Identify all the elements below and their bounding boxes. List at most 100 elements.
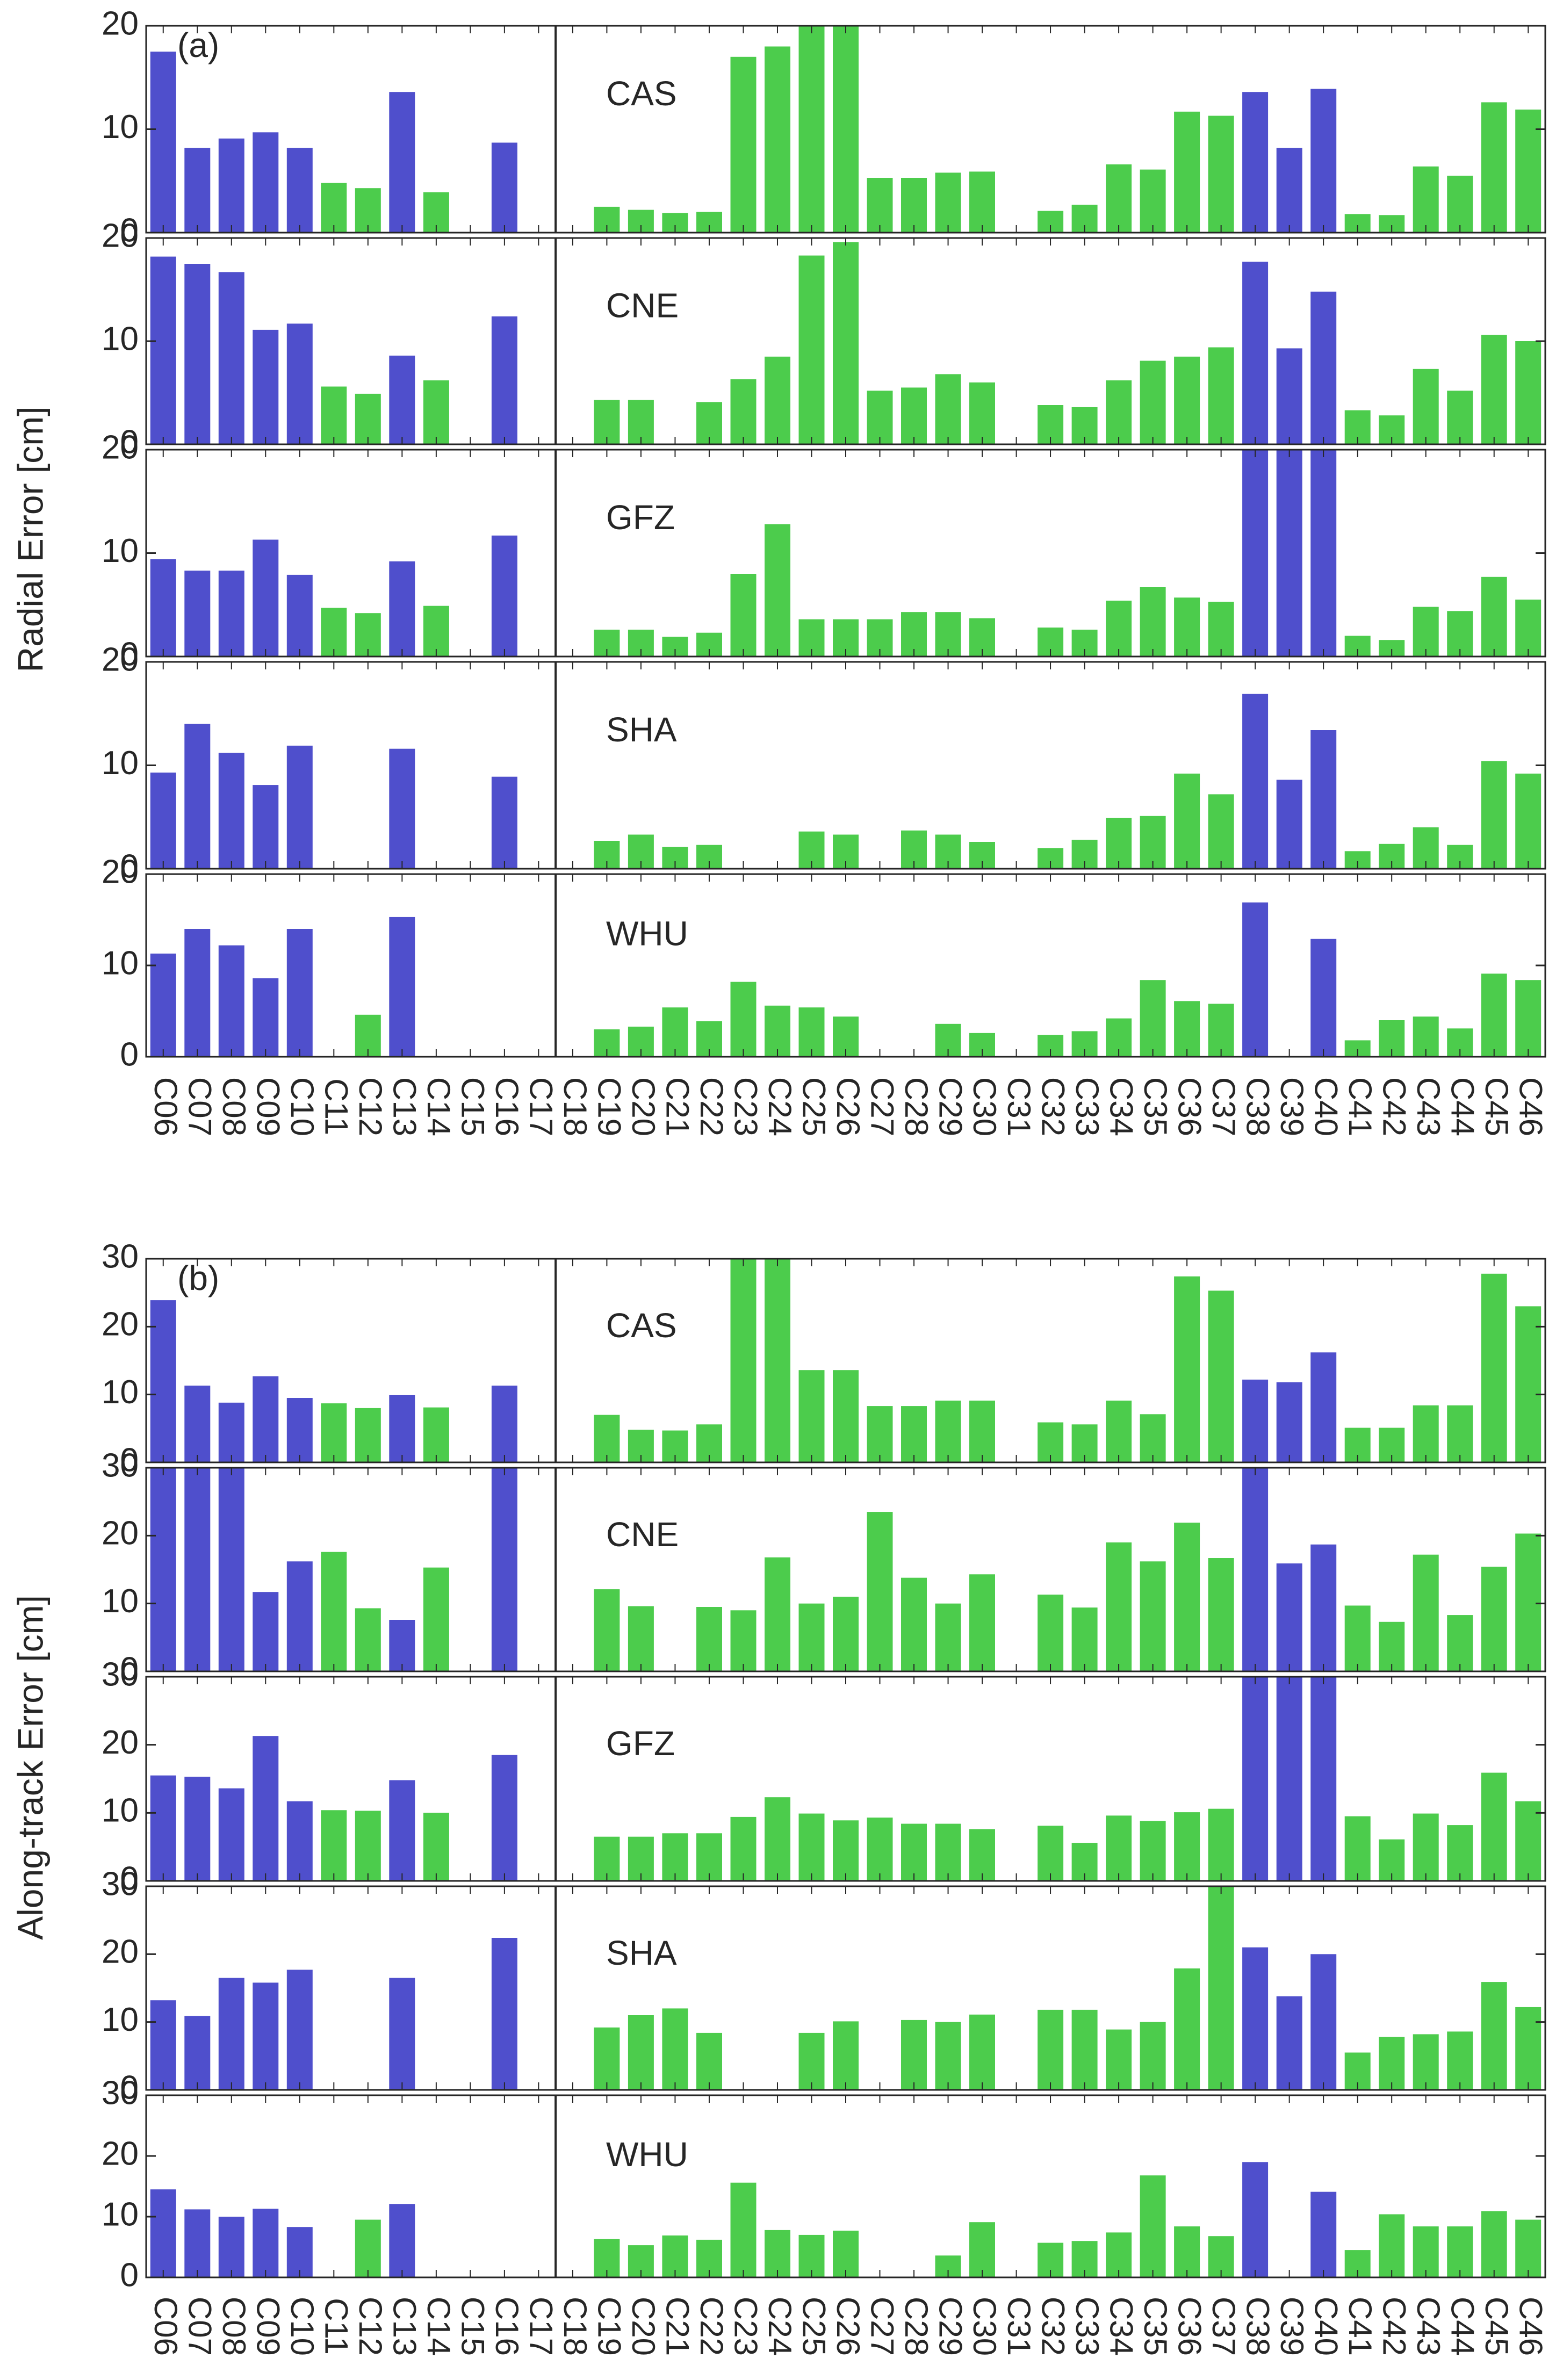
series-label-cas: CAS bbox=[606, 1306, 677, 1345]
x-tick-label-c32: C32 bbox=[1035, 1077, 1071, 1136]
bar-sha-c46 bbox=[1515, 2007, 1542, 2090]
bar-cas-c39 bbox=[1276, 1382, 1302, 1462]
bar-sha-c45 bbox=[1481, 761, 1507, 869]
bar-gfz-c39 bbox=[1276, 450, 1302, 657]
bar-cas-c28 bbox=[901, 178, 927, 233]
x-tick-label-c41: C41 bbox=[1342, 1077, 1378, 1136]
bar-cne-c26 bbox=[833, 1597, 859, 1671]
bar-sha-c40 bbox=[1310, 1954, 1337, 2090]
x-tick-label-c10: C10 bbox=[284, 2297, 320, 2356]
panel-gfz: 0 10 20 GFZ bbox=[102, 429, 1546, 673]
bar-whu-c12 bbox=[355, 2219, 381, 2277]
bar-sha-c42 bbox=[1379, 2037, 1405, 2090]
y-axis-label: Radial Error [cm] bbox=[10, 406, 50, 672]
bar-whu-c23 bbox=[730, 2182, 757, 2277]
x-tick-label-c39: C39 bbox=[1274, 1077, 1310, 1136]
x-tick-label-c23: C23 bbox=[728, 1077, 764, 1136]
bar-gfz-c37 bbox=[1208, 602, 1234, 657]
bar-cne-c24 bbox=[765, 356, 790, 444]
bar-cas-c27 bbox=[867, 1406, 893, 1462]
bar-cne-c13 bbox=[389, 355, 415, 444]
panel-sha: 0 10 20 30 SHA bbox=[102, 1865, 1546, 2106]
x-tick-label-c24: C24 bbox=[762, 2297, 798, 2356]
y-tick-label: 20 bbox=[102, 641, 139, 678]
panel-whu: 0 10 20 WHU bbox=[102, 853, 1546, 1073]
bar-gfz-c28 bbox=[901, 1823, 927, 1881]
x-tick-label-c23: C23 bbox=[728, 2297, 764, 2356]
bar-cas-c10 bbox=[286, 148, 313, 233]
x-tick-label-c31: C31 bbox=[1001, 2297, 1037, 2356]
x-tick-label-c42: C42 bbox=[1376, 2297, 1412, 2356]
bar-sha-c39 bbox=[1276, 1996, 1302, 2090]
bar-cas-c43 bbox=[1413, 166, 1439, 233]
bar-sha-c25 bbox=[798, 2032, 825, 2090]
x-tick-label-c31: C31 bbox=[1001, 1077, 1037, 1136]
bar-cne-c08 bbox=[218, 272, 244, 444]
x-tick-label-c09: C09 bbox=[250, 2297, 286, 2356]
bar-cne-c34 bbox=[1106, 1542, 1132, 1671]
bar-cne-c46 bbox=[1515, 1533, 1542, 1671]
bar-cas-c26 bbox=[833, 26, 859, 233]
bar-whu-c10 bbox=[286, 929, 313, 1057]
bar-cas-c11 bbox=[321, 183, 347, 233]
x-tick-label-c14: C14 bbox=[421, 1077, 457, 1136]
x-tick-label-c38: C38 bbox=[1240, 1077, 1276, 1136]
bar-gfz-c16 bbox=[491, 1755, 517, 1881]
bar-sha-c08 bbox=[218, 1978, 244, 2090]
y-tick-label: 0 bbox=[120, 2256, 139, 2294]
bar-sha-c13 bbox=[389, 1978, 415, 2090]
bar-sha-c32 bbox=[1038, 2009, 1064, 2090]
bar-whu-c30 bbox=[969, 2222, 995, 2277]
y-tick-label: 20 bbox=[102, 217, 139, 254]
bar-gfz-c46 bbox=[1515, 1801, 1542, 1881]
x-tick-label-c20: C20 bbox=[625, 2297, 661, 2356]
x-tick-label-c28: C28 bbox=[898, 1077, 934, 1136]
x-tick-label-c27: C27 bbox=[865, 1077, 901, 1136]
bar-cas-c37 bbox=[1208, 116, 1234, 233]
y-tick-label: 10 bbox=[102, 109, 139, 146]
bar-cas-c07 bbox=[184, 1386, 211, 1462]
x-tick-label-c46: C46 bbox=[1512, 1077, 1548, 1136]
bar-cas-c46 bbox=[1515, 109, 1542, 233]
x-tick-label-c30: C30 bbox=[967, 2297, 1003, 2356]
y-tick-label: 10 bbox=[102, 1792, 139, 1829]
bar-cas-c45 bbox=[1481, 102, 1507, 233]
bar-sha-c35 bbox=[1140, 2022, 1166, 2090]
bar-gfz-c34 bbox=[1106, 601, 1132, 657]
bar-whu-c10 bbox=[286, 2227, 313, 2277]
series-label-gfz: GFZ bbox=[606, 1724, 675, 1763]
series-label-sha: SHA bbox=[606, 710, 677, 749]
y-tick-label: 0 bbox=[120, 636, 139, 673]
bar-whu-c13 bbox=[389, 917, 415, 1057]
x-tick-label-c44: C44 bbox=[1444, 2297, 1480, 2356]
y-tick-label: 10 bbox=[102, 2196, 139, 2233]
bar-cne-c39 bbox=[1276, 1563, 1302, 1671]
bar-whu-c40 bbox=[1310, 2191, 1337, 2277]
bar-gfz-c40 bbox=[1310, 450, 1337, 657]
x-tick-label-c43: C43 bbox=[1410, 2297, 1446, 2356]
bar-gfz-c16 bbox=[491, 535, 517, 657]
bar-whu-c26 bbox=[833, 2231, 859, 2277]
bar-sha-c08 bbox=[218, 753, 244, 869]
bar-gfz-c10 bbox=[286, 574, 313, 657]
bar-cas-c09 bbox=[253, 1376, 279, 1462]
bar-sha-c37 bbox=[1208, 794, 1234, 869]
bar-cas-c23 bbox=[730, 56, 757, 233]
bar-whu-c24 bbox=[765, 2230, 790, 2277]
y-tick-label: 20 bbox=[102, 1724, 139, 1761]
x-tick-label-c37: C37 bbox=[1206, 2297, 1242, 2356]
bar-gfz-c06 bbox=[150, 1775, 176, 1881]
bar-cne-c44 bbox=[1447, 391, 1473, 444]
x-tick-label-c36: C36 bbox=[1171, 1077, 1207, 1136]
bar-cas-c16 bbox=[491, 142, 517, 233]
bar-cas-c13 bbox=[389, 1395, 415, 1462]
x-tick-label-c10: C10 bbox=[284, 1077, 320, 1136]
bar-sha-c38 bbox=[1242, 694, 1269, 869]
y-tick-label: 0 bbox=[120, 848, 139, 885]
x-tick-label-c12: C12 bbox=[352, 2297, 388, 2356]
bar-cas-c39 bbox=[1276, 148, 1302, 233]
bar-cne-c36 bbox=[1174, 1523, 1200, 1671]
bar-whu-c08 bbox=[218, 2217, 244, 2277]
x-tick-label-c25: C25 bbox=[796, 2297, 832, 2356]
